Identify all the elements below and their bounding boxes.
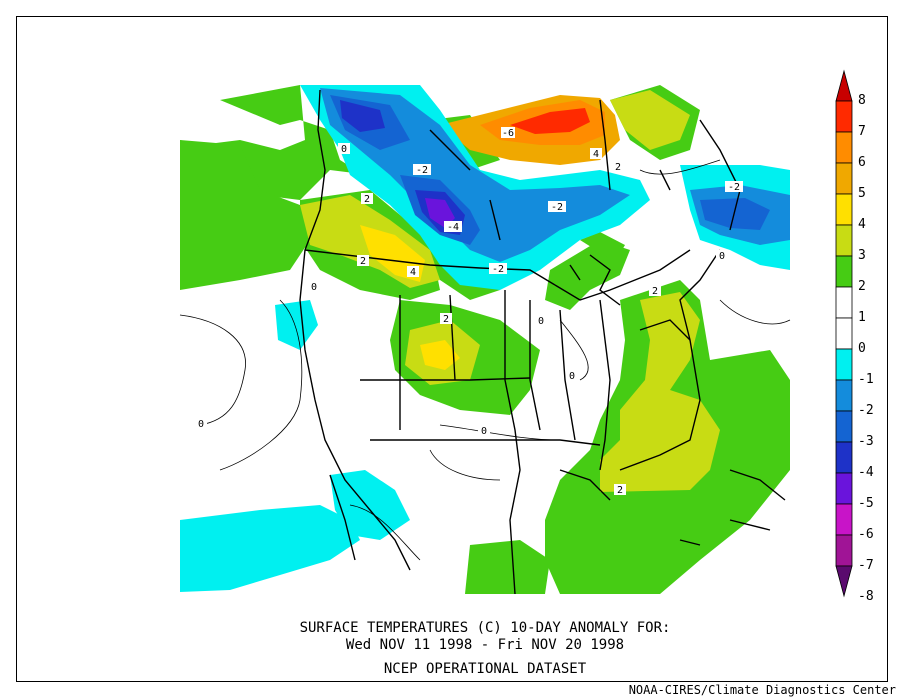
contour-label-text: 4 bbox=[410, 267, 416, 278]
contour-label-text: 0 bbox=[341, 144, 347, 155]
contour-label: 0 bbox=[535, 315, 547, 327]
contour-label-text: 0 bbox=[311, 282, 317, 293]
contour-label: -2 bbox=[548, 201, 566, 213]
contour-label-text: 4 bbox=[593, 149, 599, 160]
colorbar-segment bbox=[835, 224, 853, 257]
colorbar-arrow-bottom bbox=[835, 565, 853, 598]
colorbar-segment bbox=[835, 534, 853, 567]
contour-label-text: 0 bbox=[198, 419, 204, 430]
contour-label: 2 bbox=[361, 193, 373, 205]
contour-value-labels: -6 -4 -2 -2 -2 -2 2 4 2 4 2 2 0 0 0 0 0 … bbox=[195, 127, 743, 496]
colorbar-label: 0 bbox=[858, 341, 866, 356]
colorbar-label: -1 bbox=[858, 372, 874, 387]
title-line-2: Wed NOV 11 1998 - Fri NOV 20 1998 bbox=[345, 637, 625, 653]
colorbar-segment bbox=[835, 379, 853, 412]
contour-label: 2 bbox=[649, 285, 661, 297]
contour-label: -6 bbox=[501, 127, 515, 139]
colorbar-segment bbox=[835, 286, 853, 319]
colorbar-label: -4 bbox=[858, 465, 874, 480]
contour-label: 2 bbox=[440, 313, 452, 325]
contour-label-text: 0 bbox=[569, 371, 575, 382]
contour-label: 2 bbox=[357, 255, 369, 267]
contour-label-text: 2 bbox=[615, 162, 621, 173]
contour-label: 0 bbox=[338, 143, 350, 155]
colorbar-label: -3 bbox=[858, 434, 874, 449]
colorbar-label: -8 bbox=[858, 589, 874, 604]
contour-label: 0 bbox=[566, 370, 578, 382]
colorbar bbox=[835, 69, 853, 598]
contour-label: 4 bbox=[590, 148, 602, 160]
colorbar-segment bbox=[835, 193, 853, 226]
title-line-3: NCEP OPERATIONAL DATASET bbox=[383, 661, 587, 677]
colorbar-segment bbox=[835, 441, 853, 474]
contour-label: 2 bbox=[614, 484, 626, 496]
colorbar-segment bbox=[835, 255, 853, 288]
contour-label-text: 0 bbox=[481, 426, 487, 437]
colorbar-segment bbox=[835, 348, 853, 381]
contour-label-text: 2 bbox=[652, 286, 658, 297]
contour-label: 4 bbox=[407, 266, 419, 278]
contour-label-text: 2 bbox=[360, 256, 366, 267]
colorbar-label: -5 bbox=[858, 496, 874, 511]
contour-label-text: 0 bbox=[719, 251, 725, 262]
contour-label-text: -6 bbox=[502, 128, 514, 139]
contour-label-text: 2 bbox=[617, 485, 623, 496]
colorbar-label: 3 bbox=[858, 248, 866, 263]
colorbar-label: 2 bbox=[858, 279, 866, 294]
credit-text: NOAA-CIRES/Climate Diagnostics Center bbox=[628, 683, 896, 697]
colorbar-segment bbox=[835, 162, 853, 195]
contour-label-text: 0 bbox=[538, 316, 544, 327]
contour-label: 0 bbox=[478, 425, 490, 437]
colorbar-segment bbox=[835, 100, 853, 133]
contour-label: 2 bbox=[612, 161, 624, 173]
colorbar-segment bbox=[835, 472, 853, 505]
anomaly-minus5-regions bbox=[425, 198, 455, 228]
colorbar-label: 7 bbox=[858, 124, 866, 139]
contour-label: -2 bbox=[725, 181, 743, 193]
geography-lines bbox=[299, 89, 786, 595]
colorbar-segment bbox=[835, 317, 853, 350]
contour-label-text: -2 bbox=[728, 182, 740, 193]
colorbar-label: 5 bbox=[858, 186, 866, 201]
contour-label-text: 2 bbox=[443, 314, 449, 325]
colorbar-segment bbox=[835, 503, 853, 536]
contour-label-text: -4 bbox=[447, 222, 459, 233]
contour-label-text: -2 bbox=[551, 202, 563, 213]
colorbar-label: -2 bbox=[858, 403, 874, 418]
contour-label-text: -2 bbox=[416, 165, 428, 176]
colorbar-arrow-top bbox=[835, 69, 853, 102]
colorbar-label: 1 bbox=[858, 310, 866, 325]
contour-label-text: 2 bbox=[364, 194, 370, 205]
title-line-1: SURFACE TEMPERATURES (C) 10-DAY ANOMALY … bbox=[299, 620, 671, 636]
colorbar-label: -6 bbox=[858, 527, 874, 542]
contour-label-text: -2 bbox=[492, 264, 504, 275]
contour-label: -2 bbox=[413, 164, 431, 176]
colorbar-label: 8 bbox=[858, 93, 866, 108]
colorbar-label: 6 bbox=[858, 155, 866, 170]
colorbar-segment bbox=[835, 131, 853, 164]
contour-label: 0 bbox=[195, 418, 207, 430]
colorbar-label: 4 bbox=[858, 217, 866, 232]
contour-label: -4 bbox=[444, 221, 462, 233]
colorbar-label: -7 bbox=[858, 558, 874, 573]
contour-label: 0 bbox=[716, 250, 728, 262]
contour-label: -2 bbox=[489, 263, 507, 275]
colorbar-segment bbox=[835, 410, 853, 443]
contour-label: 0 bbox=[308, 281, 320, 293]
plot-frame bbox=[16, 16, 888, 682]
